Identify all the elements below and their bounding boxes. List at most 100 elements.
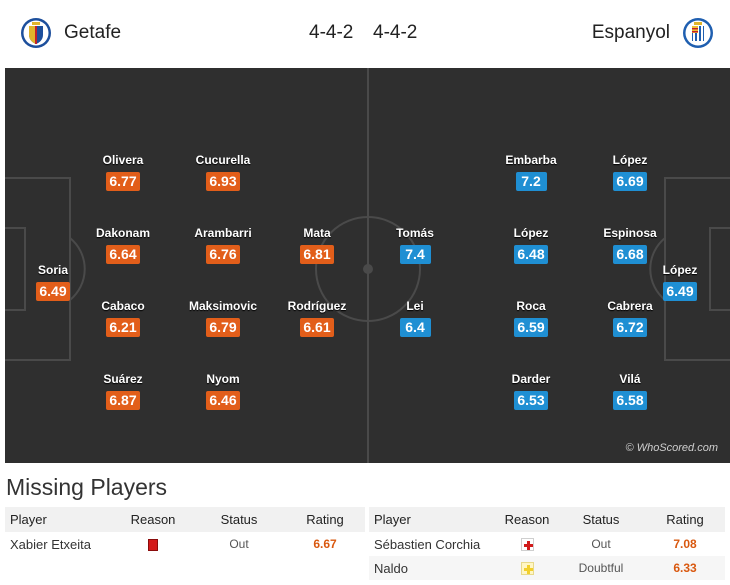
table-row[interactable]: Sébastien Corchia Out 7.08 <box>369 532 725 556</box>
away-player-cabrera[interactable]: Cabrera 6.72 <box>590 299 670 337</box>
column-reason: Reason <box>113 507 193 532</box>
missing-players-title: Missing Players <box>6 474 168 500</box>
pitch-lines <box>5 68 730 463</box>
player-name: Darder <box>511 372 551 386</box>
pitch: Soria 6.49 Olivera 6.77 Dakonam 6.64 Cab… <box>5 68 730 463</box>
home-player-olivera[interactable]: Olivera 6.77 <box>83 153 163 191</box>
player-name: Dakonam <box>95 226 151 240</box>
home-team-name: Getafe <box>64 22 122 43</box>
player-name: López <box>513 226 549 240</box>
home-player-soria[interactable]: Soria 6.49 <box>13 263 93 301</box>
player-rating: 6.69 <box>613 172 647 191</box>
player-rating: 6.61 <box>300 318 334 337</box>
player-rating: 6.49 <box>36 282 70 301</box>
home-player-rodriguez[interactable]: Rodríguez 6.61 <box>277 299 357 337</box>
player-name: Vilá <box>619 372 641 386</box>
player-rating: 6.58 <box>613 391 647 410</box>
missing-status: Doubtful <box>557 556 645 580</box>
player-rating: 6.93 <box>206 172 240 191</box>
missing-status: Out <box>591 537 611 551</box>
injury-icon <box>520 538 534 552</box>
away-player-embarba[interactable]: Embarba 7.2 <box>491 153 571 191</box>
missing-player-name[interactable]: Xabier Etxeita <box>10 536 91 552</box>
player-name: Embarba <box>505 153 557 167</box>
player-name: López <box>612 153 648 167</box>
player-rating: 6.77 <box>106 172 140 191</box>
away-formation: 4-4-2 <box>373 22 418 43</box>
player-name: Maksimovic <box>188 299 258 313</box>
player-rating: 6.4 <box>399 318 431 337</box>
column-reason: Reason <box>497 507 557 532</box>
doubtful-icon <box>520 562 534 576</box>
player-name: Olivera <box>102 153 144 167</box>
player-rating: 6.79 <box>206 318 240 337</box>
missing-player-name[interactable]: Naldo <box>369 556 497 580</box>
player-name: López <box>662 263 698 277</box>
player-rating: 6.48 <box>514 245 548 264</box>
player-name: Espinosa <box>603 226 657 240</box>
player-name: Soria <box>37 263 68 277</box>
home-player-mata[interactable]: Mata 6.81 <box>277 226 357 264</box>
away-player-espinosa[interactable]: Espinosa 6.68 <box>590 226 670 264</box>
player-rating: 6.21 <box>106 318 140 337</box>
table-header-row: Player Reason Status Rating <box>5 507 365 532</box>
player-name: Arambarri <box>194 226 252 240</box>
away-player-vila[interactable]: Vilá 6.58 <box>590 372 670 410</box>
player-name: Cucurella <box>195 153 251 167</box>
missing-player-name[interactable]: Sébastien Corchia <box>374 536 481 552</box>
away-player-tomas[interactable]: Tomás 7.4 <box>375 226 455 264</box>
away-player-lopez-mid[interactable]: López 6.48 <box>491 226 571 264</box>
missing-reason <box>497 532 557 556</box>
player-name: Nyom <box>206 372 240 386</box>
away-player-lopez-def[interactable]: López 6.69 <box>590 153 670 191</box>
player-name: Mata <box>303 226 331 240</box>
player-rating: 6.46 <box>206 391 240 410</box>
getafe-crest-icon <box>21 18 51 48</box>
missing-rating: 6.67 <box>313 537 337 551</box>
espanyol-crest-icon <box>683 18 713 48</box>
player-rating: 6.87 <box>106 391 140 410</box>
column-rating: Rating <box>645 507 725 532</box>
away-player-lei[interactable]: Lei 6.4 <box>375 299 455 337</box>
player-name: Suárez <box>103 372 143 386</box>
player-rating: 6.64 <box>106 245 140 264</box>
away-player-lopez-gk[interactable]: López 6.49 <box>640 263 720 301</box>
column-rating: Rating <box>285 507 365 532</box>
player-rating: 6.59 <box>514 318 548 337</box>
home-player-maksimovic[interactable]: Maksimovic 6.79 <box>183 299 263 337</box>
whoscored-watermark: © WhoScored.com <box>625 442 718 454</box>
home-player-dakonam[interactable]: Dakonam 6.64 <box>83 226 163 264</box>
player-rating: 7.2 <box>515 172 547 191</box>
player-rating: 6.81 <box>300 245 334 264</box>
red-card-icon <box>148 538 158 551</box>
home-player-suarez[interactable]: Suárez 6.87 <box>83 372 163 410</box>
home-player-nyom[interactable]: Nyom 6.46 <box>183 372 263 410</box>
player-rating: 6.49 <box>663 282 697 301</box>
column-status: Status <box>557 507 645 532</box>
table-header-row: Player Reason Status Rating <box>369 507 725 532</box>
away-team-name: Espanyol <box>591 22 670 43</box>
home-player-arambarri[interactable]: Arambarri 6.76 <box>183 226 263 264</box>
home-player-cabaco[interactable]: Cabaco 6.21 <box>83 299 163 337</box>
home-team[interactable]: Getafe <box>20 16 121 50</box>
column-player: Player <box>5 507 113 532</box>
missing-reason <box>497 556 557 580</box>
away-team[interactable]: Espanyol <box>592 16 714 50</box>
away-player-roca[interactable]: Roca 6.59 <box>491 299 571 337</box>
table-row[interactable]: Xabier Etxeita Out 6.67 <box>5 532 365 556</box>
away-missing-table: Player Reason Status Rating Sébastien Co… <box>369 507 725 580</box>
missing-reason <box>113 532 193 556</box>
player-name: Cabrera <box>607 299 653 313</box>
column-status: Status <box>193 507 285 532</box>
player-rating: 6.68 <box>613 245 647 264</box>
player-rating: 6.76 <box>206 245 240 264</box>
home-missing-table: Player Reason Status Rating Xabier Etxei… <box>5 507 365 556</box>
home-player-cucurella[interactable]: Cucurella 6.93 <box>183 153 263 191</box>
player-rating: 6.53 <box>514 391 548 410</box>
player-rating: 7.4 <box>399 245 431 264</box>
missing-rating: 6.33 <box>645 556 725 580</box>
away-player-darder[interactable]: Darder 6.53 <box>491 372 571 410</box>
player-name: Lei <box>406 299 424 313</box>
table-row[interactable]: Naldo Doubtful 6.33 <box>369 556 725 580</box>
player-name: Rodríguez <box>287 299 347 313</box>
